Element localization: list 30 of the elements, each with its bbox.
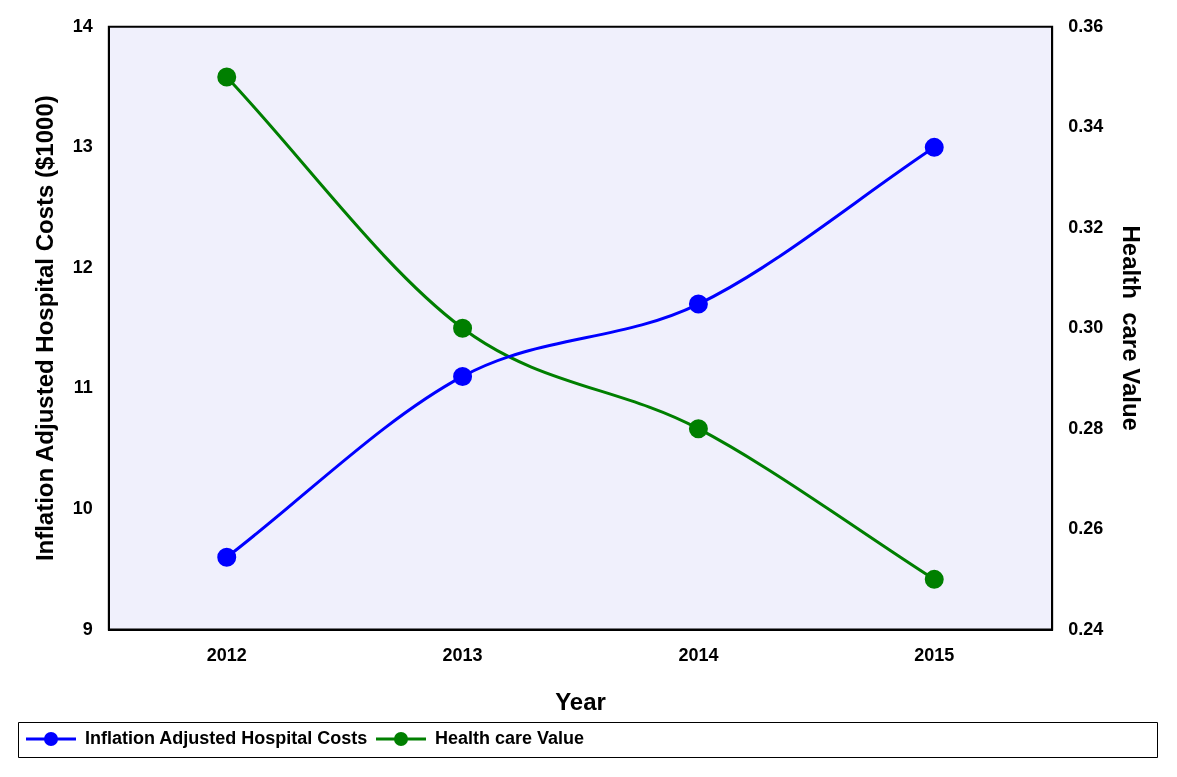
x-tick-label: 2015 <box>914 645 955 666</box>
y-tick-label: 10 <box>72 498 93 519</box>
x-tick-label: 2012 <box>206 645 247 666</box>
y2-tick-label: 0.30 <box>1068 317 1104 338</box>
x-axis-title: Year <box>555 688 606 716</box>
point <box>217 67 237 87</box>
y2-axis-title: Health care Value <box>1117 225 1145 431</box>
point <box>453 366 473 386</box>
x-tick-label: 2013 <box>442 645 483 666</box>
y-tick-label: 12 <box>72 256 93 277</box>
point <box>688 294 708 314</box>
point <box>217 547 237 567</box>
y2-tick-label: 0.28 <box>1068 417 1104 438</box>
y2-tick-label: 0.36 <box>1068 15 1104 36</box>
y-tick-label: 13 <box>72 136 93 157</box>
y-axis-title: Inflation Adjusted Hospital Costs ($1000) <box>31 95 59 562</box>
point <box>453 318 473 338</box>
point <box>688 419 708 439</box>
y2-tick-label: 0.32 <box>1068 216 1104 237</box>
x-tick-label: 2014 <box>678 645 719 666</box>
legend-label: Inflation Adjusted Hospital Costs <box>85 727 368 748</box>
y2-tick-label: 0.26 <box>1068 518 1104 539</box>
point <box>924 137 944 157</box>
y-tick-label: 11 <box>73 377 93 398</box>
y2-tick-label: 0.24 <box>1068 618 1104 639</box>
y2-tick-label: 0.34 <box>1068 116 1104 137</box>
point <box>924 569 944 589</box>
y-tick-label: 14 <box>72 15 93 36</box>
y-tick-label: 9 <box>82 618 93 639</box>
legend-label: Health care Value <box>435 727 585 748</box>
